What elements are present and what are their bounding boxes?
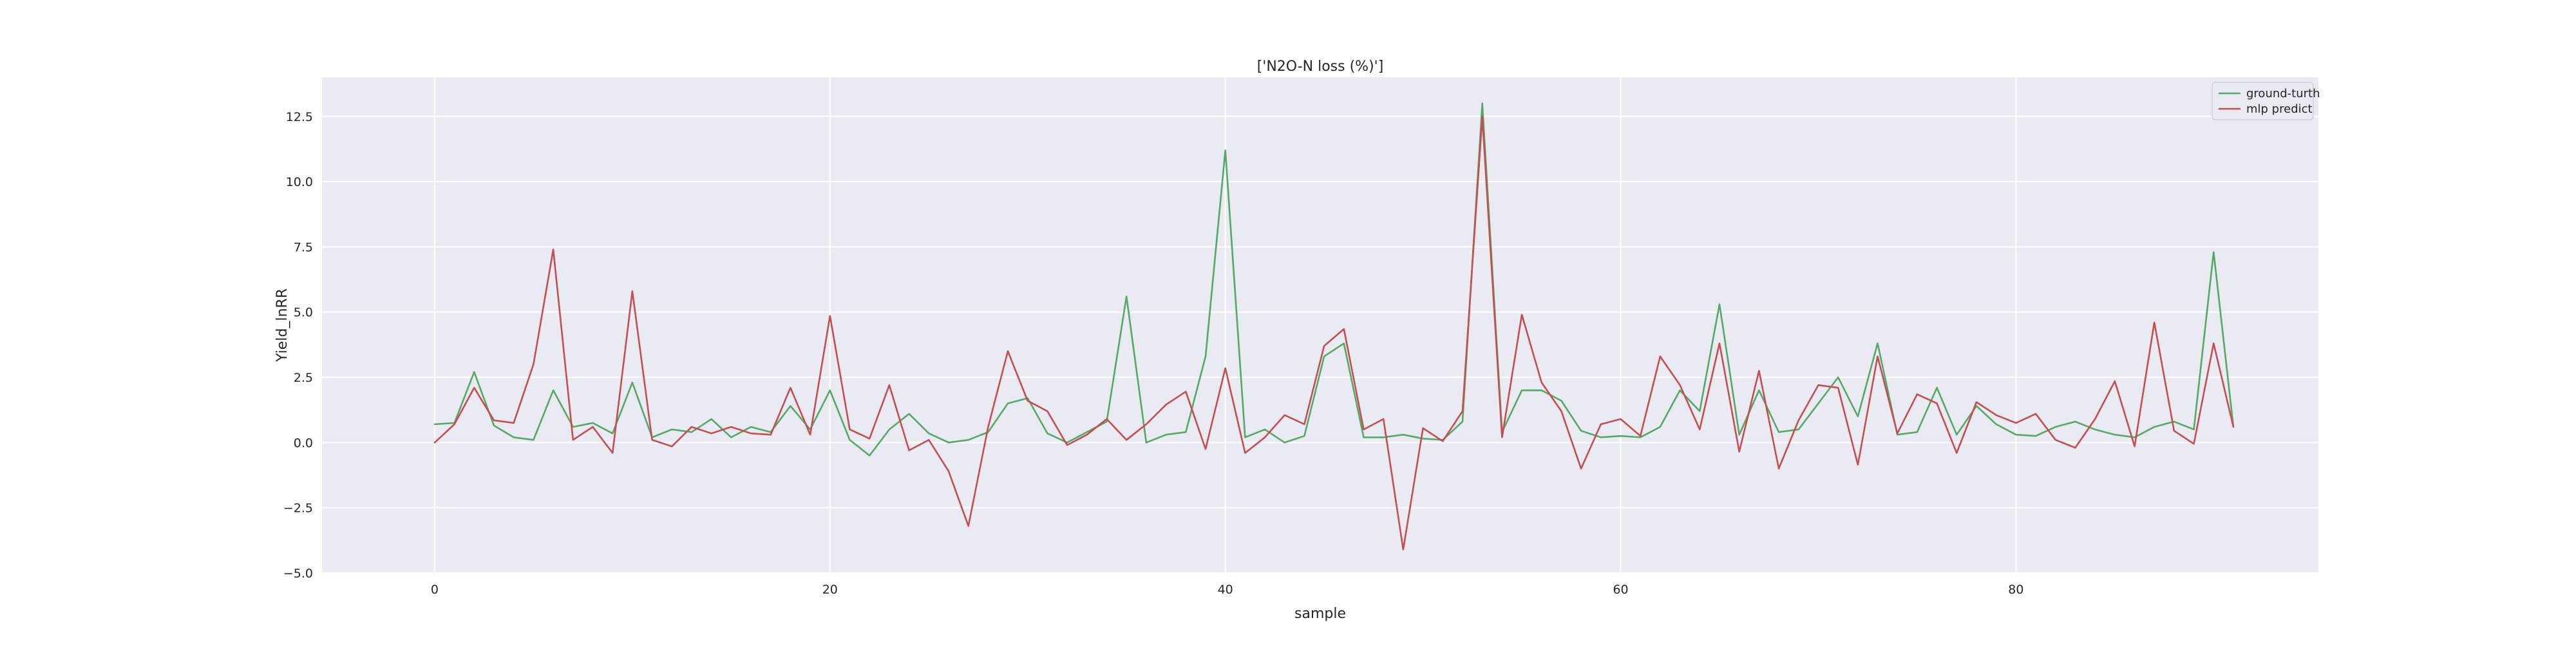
x-tick-label: 80 <box>2008 583 2023 597</box>
x-tick-label: 20 <box>822 583 838 597</box>
tick-labels: 0 20 40 60 80 −5.0 −2.5 0.0 2.5 5.0 7.5 10.0 12.5 <box>283 110 2024 597</box>
y-tick-label: −5.0 <box>283 567 313 581</box>
legend-label: ground-turth <box>2246 87 2320 100</box>
chart-title: ['N2O-N loss (%)'] <box>1257 59 1384 75</box>
y-tick-label: 7.5 <box>294 240 313 254</box>
y-tick-label: −2.5 <box>283 502 313 516</box>
legend-box <box>2211 82 2314 120</box>
y-tick-label: 2.5 <box>294 371 313 385</box>
series-line-mlp-predict <box>433 115 2235 550</box>
x-tick-label: 0 <box>431 583 439 597</box>
legend: ground-turth mlp predict <box>2211 82 2320 120</box>
y-tick-label: 10.0 <box>286 175 313 189</box>
y-tick-label: 5.0 <box>294 306 313 320</box>
y-tick-label: 0.0 <box>294 436 313 450</box>
legend-label: mlp predict <box>2246 102 2313 116</box>
y-axis-label: Yield_lnRR <box>274 288 290 362</box>
x-tick-label: 60 <box>1613 583 1628 597</box>
plot-area <box>322 77 2318 573</box>
grid-lines <box>322 77 2318 574</box>
series-lines <box>433 102 2235 550</box>
x-axis-label: sample <box>1294 606 1346 622</box>
x-tick-label: 40 <box>1218 583 1233 597</box>
y-tick-label: 12.5 <box>286 110 313 124</box>
series-line-ground-truth <box>433 102 2235 456</box>
